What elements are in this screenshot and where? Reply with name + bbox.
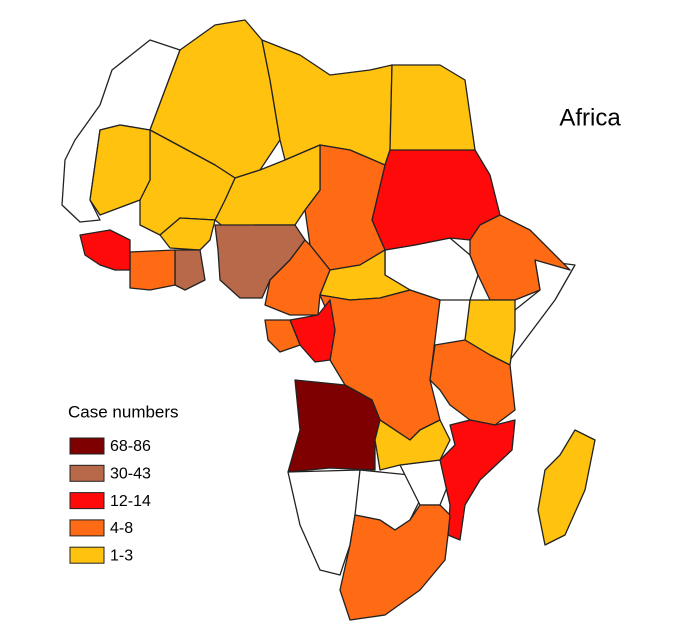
legend-swatch <box>69 437 105 455</box>
country <box>159 217 216 251</box>
legend-label: 1-3 <box>110 547 133 564</box>
country <box>339 504 451 621</box>
legend-label: 4-8 <box>110 520 133 537</box>
legend-label: 12-14 <box>110 493 151 510</box>
legend-swatch <box>69 546 105 564</box>
map-title: Africa <box>559 104 621 131</box>
country <box>509 259 576 361</box>
country <box>264 239 331 316</box>
country <box>389 64 476 156</box>
legend-swatch <box>69 519 105 537</box>
country <box>439 419 516 541</box>
legend-swatch <box>69 464 105 482</box>
country <box>174 249 206 291</box>
countries <box>61 19 596 621</box>
country <box>287 379 381 473</box>
country <box>264 319 301 353</box>
country <box>537 429 596 546</box>
legend-title: Case numbers <box>68 402 179 421</box>
country <box>129 249 176 291</box>
country <box>289 299 336 363</box>
country <box>89 124 151 216</box>
legend-swatch <box>69 492 105 510</box>
country <box>374 419 451 471</box>
legend: 68-86 30-43 12-14 4-8 1-3 <box>69 437 151 564</box>
legend-label: 30-43 <box>110 466 151 483</box>
country <box>469 214 571 301</box>
legend-label: 68-86 <box>110 438 151 455</box>
country <box>79 229 131 271</box>
